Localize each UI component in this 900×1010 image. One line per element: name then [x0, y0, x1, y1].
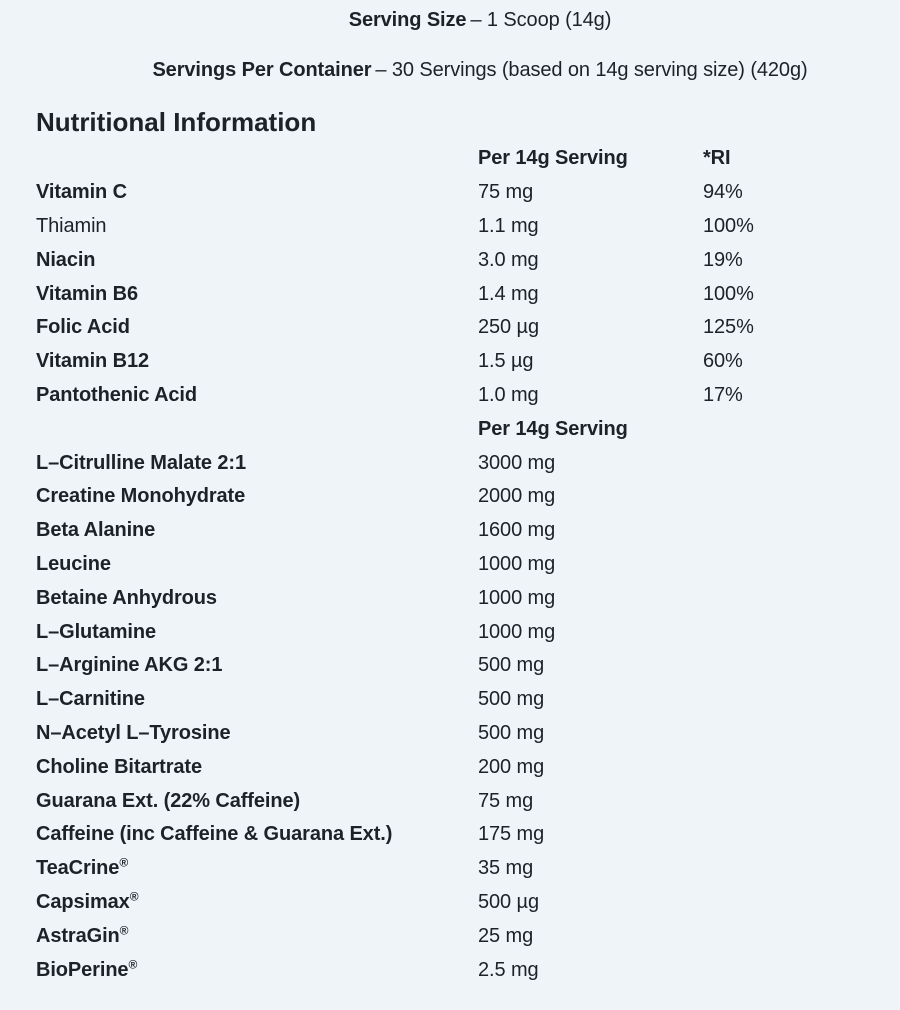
row-amount: 1600 mg: [478, 519, 556, 542]
row-amount: Per 14g Serving: [478, 147, 628, 170]
row-ri: *RI: [703, 147, 731, 170]
servings-per-container-line: Servings Per Container – 30 Servings (bas…: [60, 60, 900, 80]
ingredient-row: L–Glutamine 1000 mg: [36, 615, 900, 649]
table-subheader-row: Per 14g Serving: [36, 412, 900, 446]
ingredient-row: Beta Alanine 1600 mg: [36, 514, 900, 548]
row-name: L–Arginine AKG 2:1: [36, 654, 223, 677]
row-amount: 2000 mg: [478, 485, 556, 508]
registered-trademark-mark: ®: [119, 855, 129, 870]
row-name: Leucine: [36, 552, 111, 575]
row-amount: 75 mg: [478, 181, 534, 204]
ingredient-row: Leucine 1000 mg: [36, 548, 900, 582]
row-name: Guarana Ext. (22% Caffeine): [36, 789, 301, 812]
row-name: Thiamin: [36, 214, 107, 237]
row-amount: 25 mg: [478, 924, 534, 947]
registered-trademark-mark: ®: [128, 956, 138, 971]
row-ri: 19%: [703, 248, 743, 271]
row-amount: 1.0 mg: [478, 383, 539, 406]
vitamin-row: Thiamin 1.1 mg 100%: [36, 210, 900, 244]
row-name: Pantothenic Acid: [36, 383, 198, 406]
ingredient-row: Caffeine (inc Caffeine & Guarana Ext.) 1…: [36, 818, 900, 852]
nutrition-table: Per 14g Serving *RI Vitamin C 75 mg 94% …: [36, 142, 900, 987]
vitamin-row: Vitamin C 75 mg 94%: [36, 176, 900, 210]
row-name: Niacin: [36, 248, 96, 271]
servings-per-container-label: Servings Per Container: [152, 59, 372, 81]
ingredient-row: N–Acetyl L–Tyrosine 500 mg: [36, 717, 900, 751]
serving-info: Serving Size – 1 Scoop (14g) Servings Per…: [0, 10, 900, 80]
ingredient-row: L–Arginine AKG 2:1 500 mg: [36, 649, 900, 683]
serving-size-label: Serving Size: [348, 9, 467, 31]
nutrition-label: Serving Size – 1 Scoop (14g) Servings Per…: [0, 10, 900, 987]
row-name: Choline Bitartrate: [36, 755, 203, 778]
row-name: N–Acetyl L–Tyrosine: [36, 721, 231, 744]
row-name: Vitamin C: [36, 181, 127, 204]
row-amount: Per 14g Serving: [478, 417, 628, 440]
row-amount: 500 mg: [478, 721, 545, 744]
vitamin-row: Niacin 3.0 mg 19%: [36, 243, 900, 277]
vitamin-row: Pantothenic Acid 1.0 mg 17%: [36, 379, 900, 413]
row-amount: 200 mg: [478, 755, 545, 778]
row-amount: 3.0 mg: [478, 248, 539, 271]
ingredient-row: Guarana Ext. (22% Caffeine) 75 mg: [36, 784, 900, 818]
row-amount: 1000 mg: [478, 552, 556, 575]
ingredient-row: Betaine Anhydrous 1000 mg: [36, 581, 900, 615]
ingredient-row: AstraGin® 25 mg: [36, 919, 900, 953]
row-name: L–Citrulline Malate 2:1: [36, 451, 246, 474]
row-name: Vitamin B12: [36, 350, 150, 373]
row-name: BioPerine®: [36, 956, 138, 981]
row-name: Beta Alanine: [36, 519, 156, 542]
row-name: AstraGin®: [36, 923, 129, 947]
row-amount: 1000 mg: [478, 586, 556, 609]
row-name: TeaCrine®: [36, 855, 129, 880]
row-amount: 1.5 µg: [478, 350, 534, 373]
ingredient-row: Capsimax® 500 µg: [36, 886, 900, 920]
row-amount: 75 mg: [478, 789, 534, 812]
row-ri: 125%: [703, 316, 754, 339]
registered-trademark-mark: ®: [129, 889, 139, 904]
row-ri: 100%: [703, 282, 754, 305]
servings-per-container-value: – 30 Servings (based on 14g serving size…: [375, 59, 808, 81]
serving-size-value: – 1 Scoop (14g): [470, 9, 612, 31]
row-amount: 500 mg: [478, 654, 545, 677]
row-name: Vitamin B6: [36, 282, 138, 305]
row-amount: 250 µg: [478, 316, 539, 339]
row-name: L–Glutamine: [36, 620, 157, 643]
row-amount: 1000 mg: [478, 620, 556, 643]
ingredient-row: Creatine Monohydrate 2000 mg: [36, 480, 900, 514]
row-amount: 2.5 mg: [478, 958, 539, 981]
ingredient-row: Choline Bitartrate 200 mg: [36, 750, 900, 784]
row-name: Creatine Monohydrate: [36, 485, 246, 508]
row-ri: 94%: [703, 181, 743, 204]
serving-size-line: Serving Size – 1 Scoop (14g): [60, 10, 900, 30]
row-amount: 500 µg: [478, 890, 539, 913]
ingredient-row: TeaCrine® 35 mg: [36, 852, 900, 886]
row-name: Capsimax®: [36, 889, 139, 913]
row-amount: 500 mg: [478, 688, 545, 711]
row-amount: 3000 mg: [478, 451, 556, 474]
vitamin-row: Vitamin B12 1.5 µg 60%: [36, 345, 900, 379]
row-name: Betaine Anhydrous: [36, 586, 217, 609]
vitamin-row: Vitamin B6 1.4 mg 100%: [36, 277, 900, 311]
vitamin-row: Folic Acid 250 µg 125%: [36, 311, 900, 345]
row-name: Caffeine (inc Caffeine & Guarana Ext.): [36, 823, 393, 846]
row-name: L–Carnitine: [36, 688, 145, 711]
ingredient-row: BioPerine® 2.5 mg: [36, 953, 900, 987]
row-name: Folic Acid: [36, 316, 130, 339]
row-amount: 1.1 mg: [478, 214, 539, 237]
row-amount: 175 mg: [478, 823, 545, 846]
row-ri: 60%: [703, 350, 743, 373]
section-title: Nutritional Information: [36, 107, 317, 137]
row-amount: 35 mg: [478, 857, 534, 880]
row-ri: 100%: [703, 214, 754, 237]
row-amount: 1.4 mg: [478, 282, 539, 305]
table-header-row: Per 14g Serving *RI: [36, 142, 900, 176]
ingredient-row: L–Citrulline Malate 2:1 3000 mg: [36, 446, 900, 480]
registered-trademark-mark: ®: [119, 923, 129, 938]
ingredient-row: L–Carnitine 500 mg: [36, 683, 900, 717]
row-ri: 17%: [703, 383, 743, 406]
